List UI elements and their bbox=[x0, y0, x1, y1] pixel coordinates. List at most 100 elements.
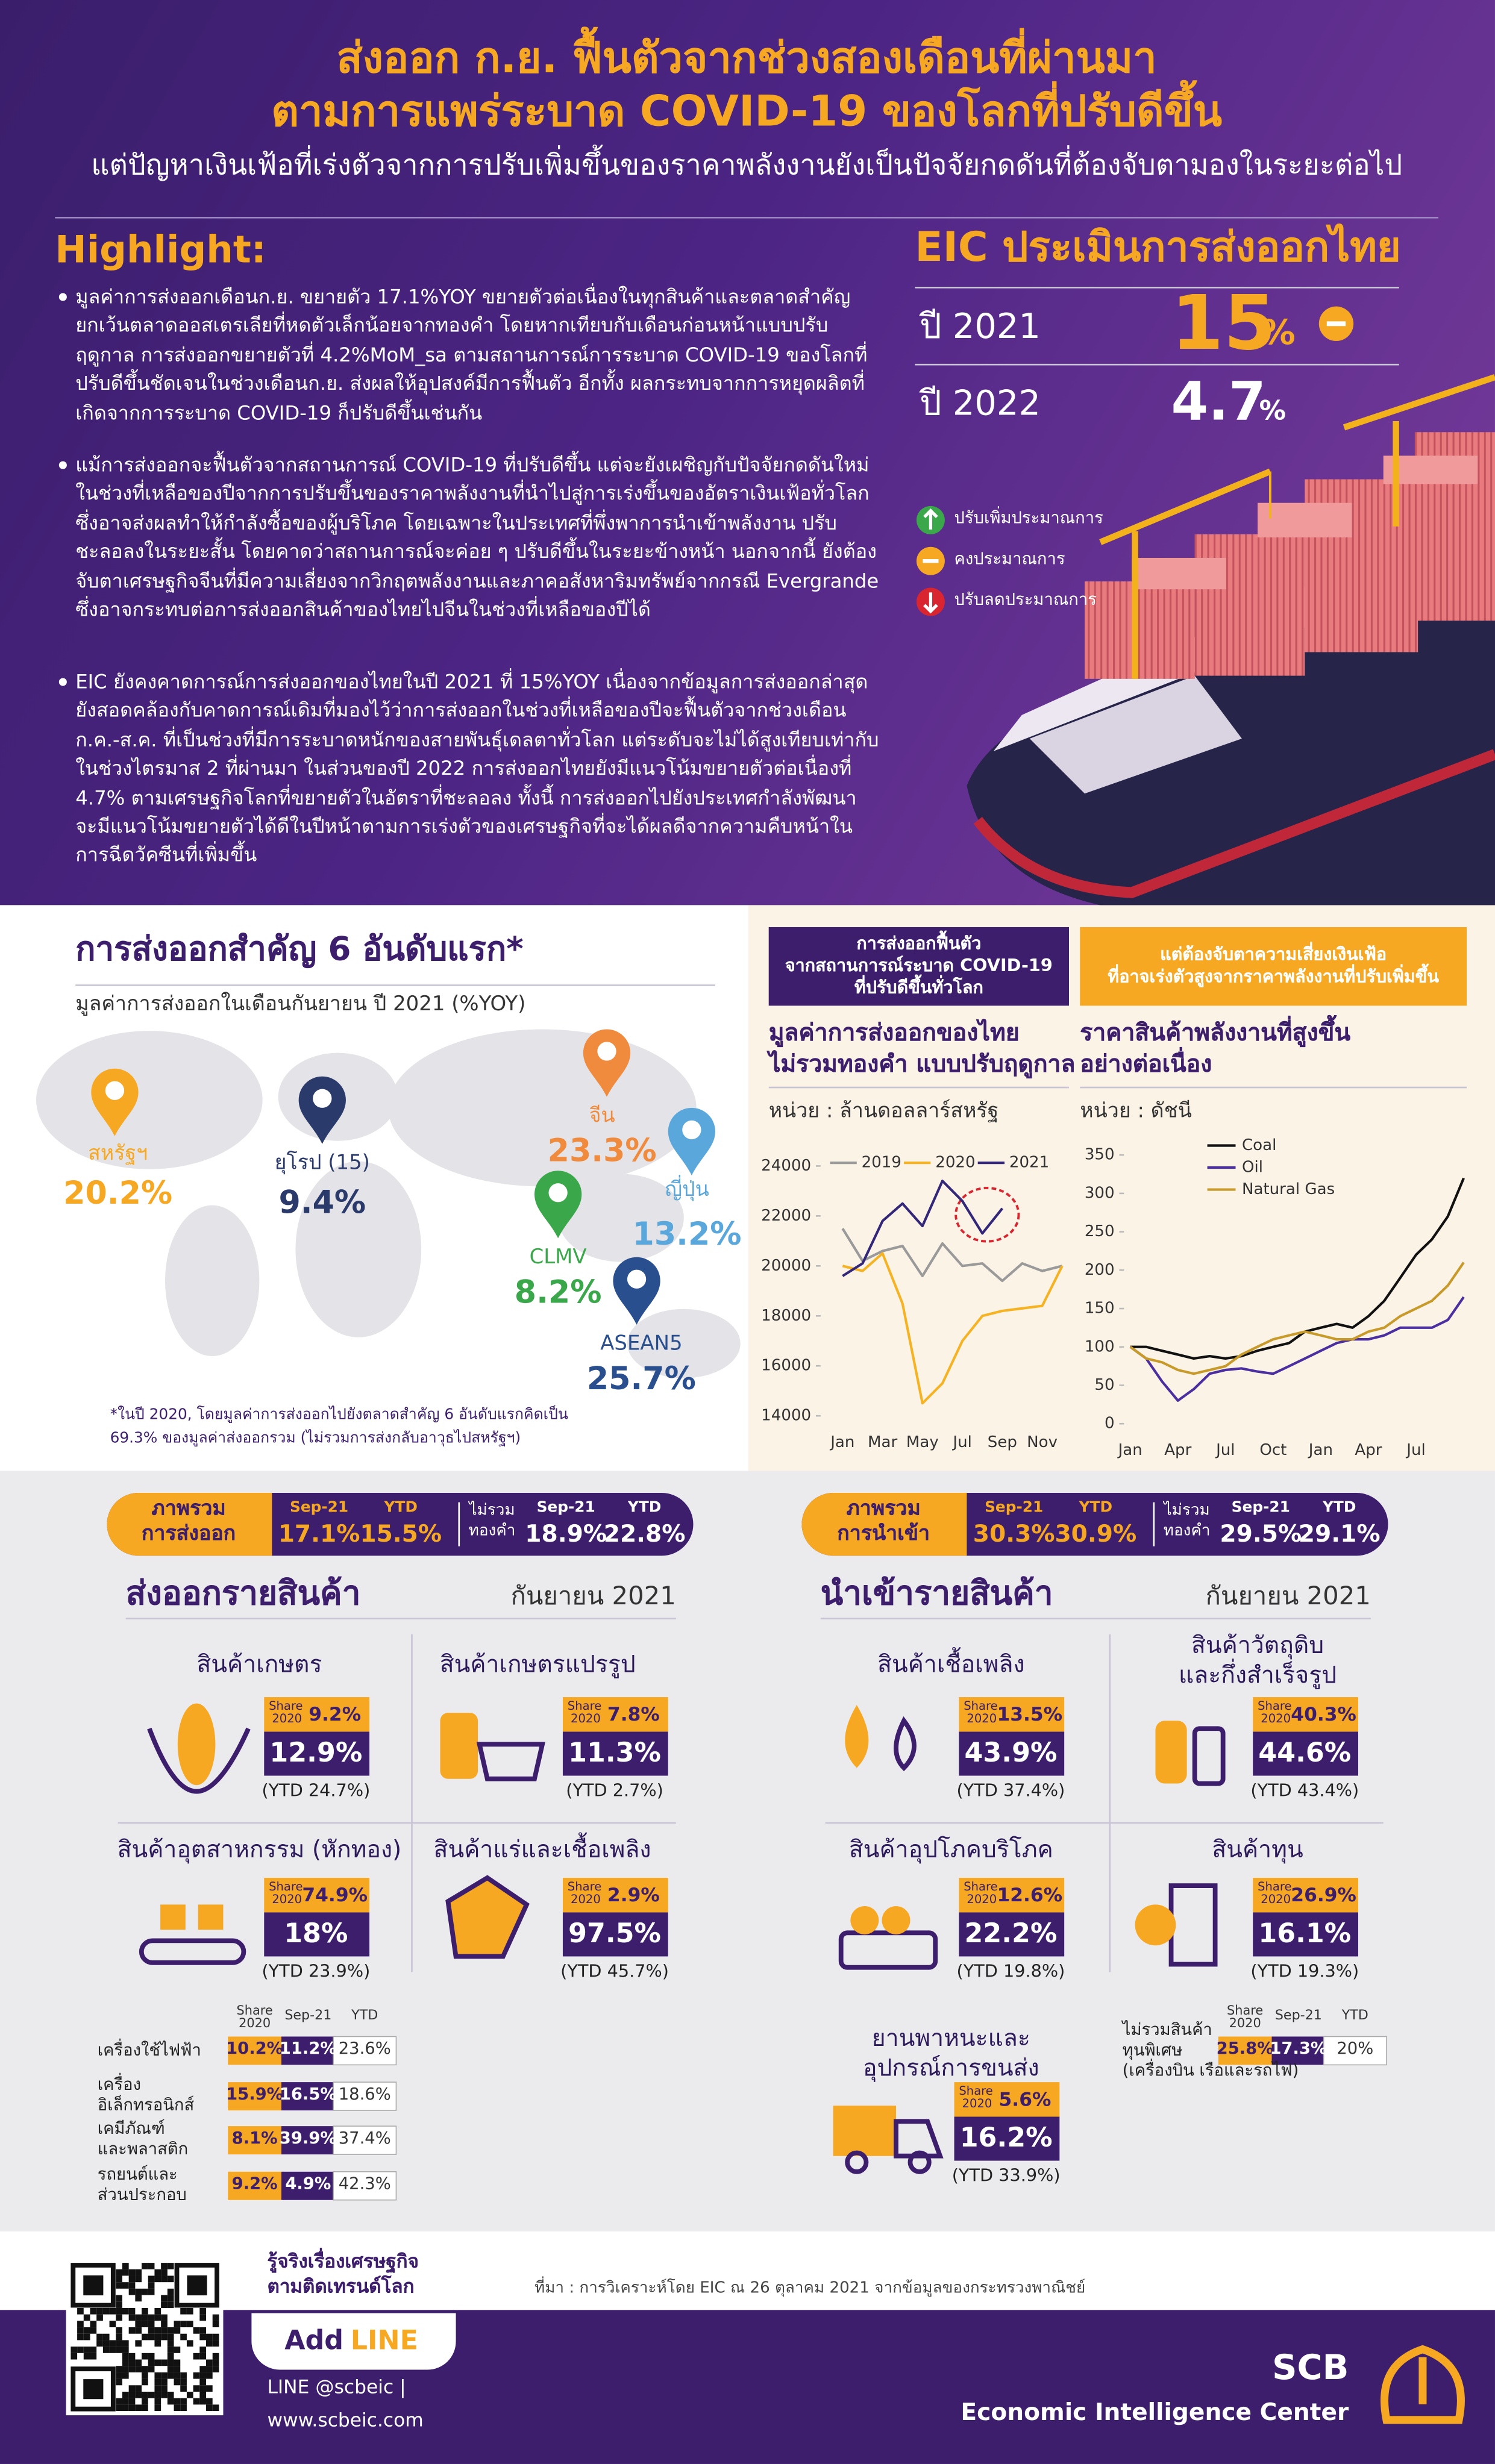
section-heading: นำเข้ารายสินค้า bbox=[820, 1574, 1053, 1613]
title-line: ส่งออก ก.ย. ฟื้นตัวจากช่วงสองเดือนที่ผ่า… bbox=[336, 34, 1157, 84]
qr-module bbox=[199, 2398, 207, 2405]
map-pin-hole bbox=[105, 1081, 125, 1100]
qr-module bbox=[161, 2372, 168, 2379]
qr-module bbox=[142, 2353, 148, 2360]
y-tick-label: 350 bbox=[1085, 1146, 1115, 1164]
product-name: สินค้าเกษตรแปรรูป bbox=[439, 1649, 636, 1678]
qr-module bbox=[102, 2340, 110, 2347]
sep-value: 16.2% bbox=[959, 2122, 1053, 2155]
qr-module bbox=[206, 2366, 213, 2372]
table-value: 15.9% bbox=[226, 2085, 284, 2104]
share-label: Share bbox=[567, 1879, 602, 1894]
sep-value: 16.1% bbox=[1258, 1918, 1352, 1951]
qr-module bbox=[206, 2340, 213, 2347]
qr-module bbox=[83, 2347, 90, 2353]
summary-value: 22.8% bbox=[603, 1519, 686, 1548]
share-label: 2020 bbox=[1261, 1892, 1291, 1906]
share-label: 2020 bbox=[1261, 1711, 1291, 1726]
table-value: 42.3% bbox=[338, 2175, 391, 2194]
table-cell bbox=[281, 2036, 335, 2065]
qr-module bbox=[212, 2404, 219, 2412]
header-rule bbox=[55, 216, 1439, 219]
summary-col-label: YTD bbox=[1322, 1499, 1356, 1517]
series-line bbox=[1129, 1296, 1465, 1402]
qr-module bbox=[116, 2340, 122, 2347]
qr-module bbox=[90, 2307, 97, 2315]
qr-module bbox=[135, 2359, 142, 2366]
table-row-label: เคมีภัณฑ์ bbox=[97, 2119, 165, 2139]
summary-col-label: YTD bbox=[384, 1499, 418, 1517]
qr-module bbox=[161, 2275, 168, 2283]
qr-module bbox=[174, 2347, 181, 2353]
qr-module bbox=[83, 2353, 90, 2360]
panel-title: ไม่รวมทองคำ แบบปรับฤดูกาล bbox=[768, 1049, 1076, 1078]
qr-module bbox=[167, 2263, 174, 2269]
qr-module bbox=[154, 2398, 161, 2405]
qr-module bbox=[148, 2391, 155, 2398]
qr-module bbox=[116, 2307, 122, 2315]
qr-module bbox=[122, 2366, 129, 2372]
summary-col-label: YTD bbox=[627, 1499, 662, 1517]
summary-label: การนำเข้า bbox=[837, 1522, 930, 1546]
share-value: 74.9% bbox=[302, 1884, 368, 1906]
summary-col-label: Sep-21 bbox=[536, 1499, 595, 1517]
qr-module bbox=[142, 2372, 148, 2379]
panel-banner-text: แต่ต้องจับตาความเสี่ยงเงินเฟ้อ bbox=[1160, 944, 1387, 965]
panel-banner-text: ที่ปรับดีขึ้นทั่วโลก bbox=[854, 977, 983, 998]
y-tick-label: 100 bbox=[1085, 1337, 1115, 1356]
qr-module bbox=[116, 2404, 122, 2412]
qr-module bbox=[83, 2327, 90, 2334]
share-label: 2020 bbox=[570, 1892, 601, 1906]
summary-label: การส่งออก bbox=[141, 1522, 236, 1546]
qr-module bbox=[167, 2288, 174, 2295]
legend-label: 2019 bbox=[862, 1154, 901, 1172]
qr-module bbox=[206, 2333, 213, 2340]
share-value: 7.8% bbox=[607, 1703, 660, 1726]
ytd-value: (YTD 2.7%) bbox=[566, 1780, 663, 1801]
table-cell bbox=[228, 2036, 281, 2065]
qr-module bbox=[116, 2347, 122, 2353]
table-row-label: เครื่อง bbox=[97, 2075, 141, 2095]
qr-module bbox=[161, 2321, 168, 2328]
qr-finder bbox=[83, 2379, 104, 2400]
qr-module bbox=[142, 2333, 148, 2340]
qr-module bbox=[116, 2282, 122, 2289]
qr-module bbox=[128, 2282, 136, 2289]
qr-module bbox=[206, 2398, 213, 2405]
y-tick-label: 24000 bbox=[761, 1157, 811, 1175]
qr-finder bbox=[83, 2275, 104, 2296]
panel-unit: หน่วย : ดัชนี bbox=[1080, 1099, 1192, 1124]
market-name: จีน bbox=[589, 1104, 615, 1128]
qr-module bbox=[128, 2398, 136, 2405]
qr-module bbox=[154, 2378, 161, 2386]
share-label: 2020 bbox=[967, 1892, 997, 1906]
qr-module bbox=[180, 2385, 187, 2392]
line-button[interactable] bbox=[251, 2313, 456, 2370]
qr-module bbox=[116, 2378, 122, 2386]
map-pin bbox=[583, 1029, 631, 1097]
sep-value: 44.6% bbox=[1258, 1737, 1352, 1770]
panel-unit: หน่วย : ล้านดอลลาร์สหรัฐ bbox=[768, 1099, 999, 1124]
sep-box bbox=[959, 1912, 1065, 1957]
summary-value: 29.5% bbox=[1220, 1519, 1302, 1548]
qr-module bbox=[154, 2314, 161, 2321]
qr-module bbox=[135, 2391, 142, 2398]
share-box bbox=[954, 2082, 1060, 2117]
qr-module bbox=[161, 2385, 168, 2392]
qr-module bbox=[154, 2333, 161, 2340]
qr-module bbox=[186, 2321, 193, 2328]
qr-module bbox=[154, 2327, 161, 2334]
y-tick-label: 300 bbox=[1085, 1184, 1115, 1202]
share-value: 26.9% bbox=[1291, 1884, 1356, 1906]
qr-module bbox=[142, 2321, 148, 2328]
x-tick-label: Jan bbox=[1308, 1441, 1333, 1459]
summary-label: ภาพรวม bbox=[846, 1497, 921, 1521]
qr-module bbox=[96, 2314, 103, 2321]
qr-module bbox=[148, 2359, 155, 2366]
qr-module bbox=[77, 2307, 84, 2315]
bullet-dot bbox=[58, 293, 67, 301]
forecast-unit: % bbox=[1261, 314, 1296, 354]
summary-value: 30.9% bbox=[1055, 1519, 1137, 1548]
legend-label: Natural Gas bbox=[1242, 1180, 1335, 1198]
share-label: Share bbox=[567, 1698, 602, 1713]
